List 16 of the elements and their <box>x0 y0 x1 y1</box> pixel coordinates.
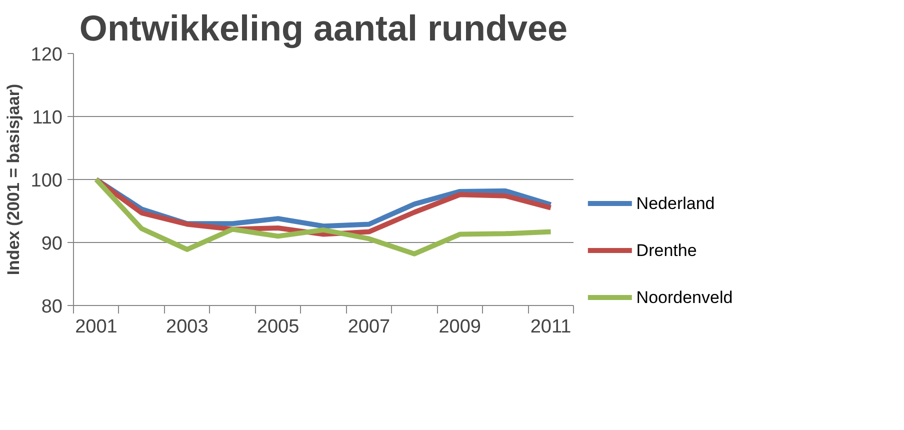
chart-title: Ontwikkeling aantal rundvee <box>79 8 568 48</box>
y-tick-label: 110 <box>32 108 63 128</box>
y-tick-label: 90 <box>41 234 63 254</box>
y-tick-label: 100 <box>30 170 62 192</box>
x-tick-label: 2005 <box>256 316 300 338</box>
x-tick-label: 2009 <box>438 316 482 338</box>
legend-label: Drenthe <box>636 241 697 260</box>
legend-label: Nederland <box>636 194 715 213</box>
x-tick-label: 2001 <box>75 316 118 338</box>
legend-label: Noordenveld <box>636 288 733 307</box>
y-axis-title: Index (2001 = basisjaar) <box>4 84 23 276</box>
x-tick-label: 2007 <box>348 316 390 338</box>
y-tick-label: 120 <box>30 44 62 66</box>
y-tick-label: 80 <box>41 296 63 318</box>
x-tick-label: 2011 <box>530 316 572 338</box>
x-tick-label: 2003 <box>166 316 208 338</box>
